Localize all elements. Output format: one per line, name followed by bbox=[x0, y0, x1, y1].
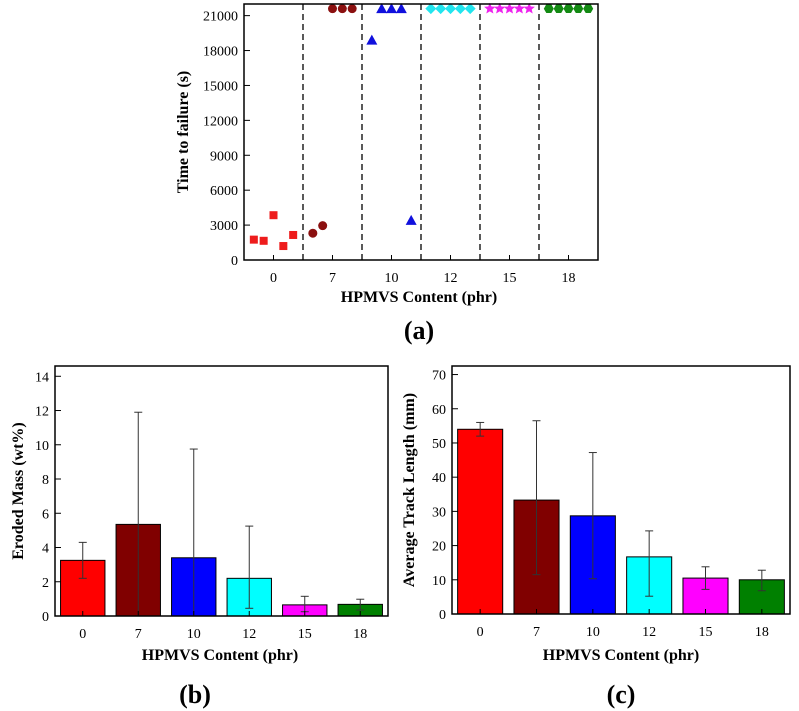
panel-b-y-tick-label: 2 bbox=[42, 576, 49, 591]
panel-a-point-circle bbox=[308, 228, 318, 238]
panel-c-x-tick-label: 10 bbox=[586, 625, 600, 640]
panel-a-scatter: 0 3000 6000 9000 12000 15000 18000 21000 0 7 10 12… bbox=[175, 2, 599, 345]
panel-a-y-tick-label: 15000 bbox=[203, 79, 238, 94]
panel-b-y-axis-label: Eroded Mass (wt%) bbox=[10, 422, 27, 559]
panel-c-x-tick-label: 18 bbox=[755, 625, 769, 640]
panel-a-x-tick-label: 15 bbox=[503, 271, 517, 286]
panel-a-point-diamond bbox=[464, 3, 476, 15]
panel-a-point-circle bbox=[337, 4, 347, 14]
panel-a-point-square bbox=[269, 211, 278, 220]
panel-c-frame bbox=[451, 365, 791, 615]
panel-b-y-tick-label: 14 bbox=[35, 370, 49, 385]
panel-a-point-hexagon bbox=[573, 4, 584, 13]
panel-c-y-tick-label: 60 bbox=[432, 403, 446, 418]
panel-a-point-diamond bbox=[454, 3, 466, 15]
panel-a-point-star bbox=[513, 2, 525, 14]
panel-a-point-square bbox=[259, 236, 268, 245]
panel-c-x-tick-label: 15 bbox=[699, 625, 713, 640]
panel-a-point-triangle bbox=[376, 3, 388, 14]
panel-a-point-square bbox=[289, 230, 298, 239]
panel-c-y-tick-label: 70 bbox=[432, 369, 446, 384]
panel-c-x-tick-label: 0 bbox=[477, 625, 484, 640]
panel-b-x-tick-label: 15 bbox=[298, 627, 312, 642]
panel-a-y-tick-label: 12000 bbox=[203, 114, 238, 129]
panel-a-y-axis-label: Time to failure (s) bbox=[175, 71, 192, 194]
panel-b-y-tick-label: 6 bbox=[42, 507, 49, 522]
panel-c-y-tick-label: 0 bbox=[439, 608, 446, 623]
panel-a-point-star bbox=[523, 2, 535, 14]
panel-a-x-tick-label: 7 bbox=[329, 271, 336, 286]
panel-b-label: (b) bbox=[179, 680, 211, 709]
panel-b-frame bbox=[54, 365, 389, 617]
panel-c-x-tick-label: 7 bbox=[533, 625, 540, 640]
panel-b-y-tick-label: 4 bbox=[42, 542, 49, 557]
panel-a-frame bbox=[243, 3, 599, 261]
panel-a-point-hexagon bbox=[583, 4, 594, 13]
panel-a-point-diamond bbox=[425, 3, 437, 15]
panel-a-point-hexagon bbox=[563, 4, 574, 13]
panel-c-y-tick-label: 40 bbox=[432, 471, 446, 486]
panel-a-point-triangle bbox=[366, 34, 378, 45]
panel-a-point-triangle bbox=[405, 214, 417, 225]
panel-b-x-tick-label: 10 bbox=[187, 627, 201, 642]
panel-a-x-tick-label: 0 bbox=[270, 271, 277, 286]
panel-b-y-tick-label: 10 bbox=[35, 439, 49, 454]
panel-b-x-tick-label: 7 bbox=[135, 627, 142, 642]
panel-a-point-circle bbox=[318, 221, 328, 231]
panel-b-x-tick-label: 0 bbox=[79, 627, 86, 642]
panel-a-x-axis-label: HPMVS Content (phr) bbox=[341, 289, 497, 306]
panel-a-point-star bbox=[494, 2, 506, 14]
panel-a-point-circle bbox=[328, 4, 337, 14]
panel-a-y-tick-label: 0 bbox=[231, 254, 238, 269]
panel-c-y-tick-label: 10 bbox=[432, 574, 446, 589]
panel-a-label: (a) bbox=[404, 316, 434, 345]
panel-a-y-tick-label: 21000 bbox=[203, 10, 238, 25]
panel-b-x-tick-label: 18 bbox=[353, 627, 367, 642]
panel-c-bar-chart: 0 10 20 30 40 50 60 70 0 7 10 12 15 18 Average Track… bbox=[401, 365, 791, 709]
panel-c-x-axis-label: HPMVS Content (phr) bbox=[543, 647, 699, 664]
panel-a-point-hexagon bbox=[543, 4, 554, 13]
panel-a-x-tick-label: 10 bbox=[385, 271, 399, 286]
panel-a-y-tick-label: 3000 bbox=[210, 219, 238, 234]
panel-b-x-tick-label: 12 bbox=[242, 627, 256, 642]
panel-a-point-star bbox=[484, 2, 496, 14]
panel-a-point-square bbox=[279, 242, 288, 251]
panel-a-y-tick-label: 18000 bbox=[203, 45, 238, 60]
panel-b-y-tick-label: 8 bbox=[42, 473, 49, 488]
panel-b-x-axis-label: HPMVS Content (phr) bbox=[142, 647, 298, 664]
panel-a-point-square bbox=[249, 235, 258, 244]
panel-a-point-triangle bbox=[395, 3, 407, 14]
panel-a-point-diamond bbox=[445, 3, 456, 15]
panel-c-y-tick-label: 30 bbox=[432, 505, 446, 520]
panel-a-point-diamond bbox=[435, 3, 447, 15]
panel-a-point-hexagon bbox=[553, 4, 564, 13]
panel-b-y-tick-label: 12 bbox=[35, 405, 49, 420]
panel-a-x-tick-label: 18 bbox=[562, 271, 576, 286]
panel-b-y-tick-label: 0 bbox=[42, 610, 49, 625]
panel-a-y-tick-label: 9000 bbox=[210, 149, 238, 164]
panel-c-bar bbox=[457, 428, 504, 615]
panel-c-y-tick-label: 50 bbox=[432, 437, 446, 452]
panel-b-bar-chart: 0 2 4 6 8 10 12 14 0 7 10 12 15 18 Eroded Mass (wt%)… bbox=[10, 365, 389, 709]
panel-c-y-axis-label: Average Track Length (mm) bbox=[401, 393, 418, 587]
panel-c-x-tick-label: 12 bbox=[642, 625, 656, 640]
panel-c-y-tick-label: 20 bbox=[432, 540, 446, 555]
panel-c-label: (c) bbox=[607, 680, 636, 709]
panel-a-point-triangle bbox=[386, 3, 397, 14]
panel-a-point-circle bbox=[347, 4, 357, 14]
panel-a-x-tick-label: 12 bbox=[444, 271, 458, 286]
panel-a-y-tick-label: 6000 bbox=[210, 184, 238, 199]
panel-a-point-star bbox=[503, 2, 516, 14]
